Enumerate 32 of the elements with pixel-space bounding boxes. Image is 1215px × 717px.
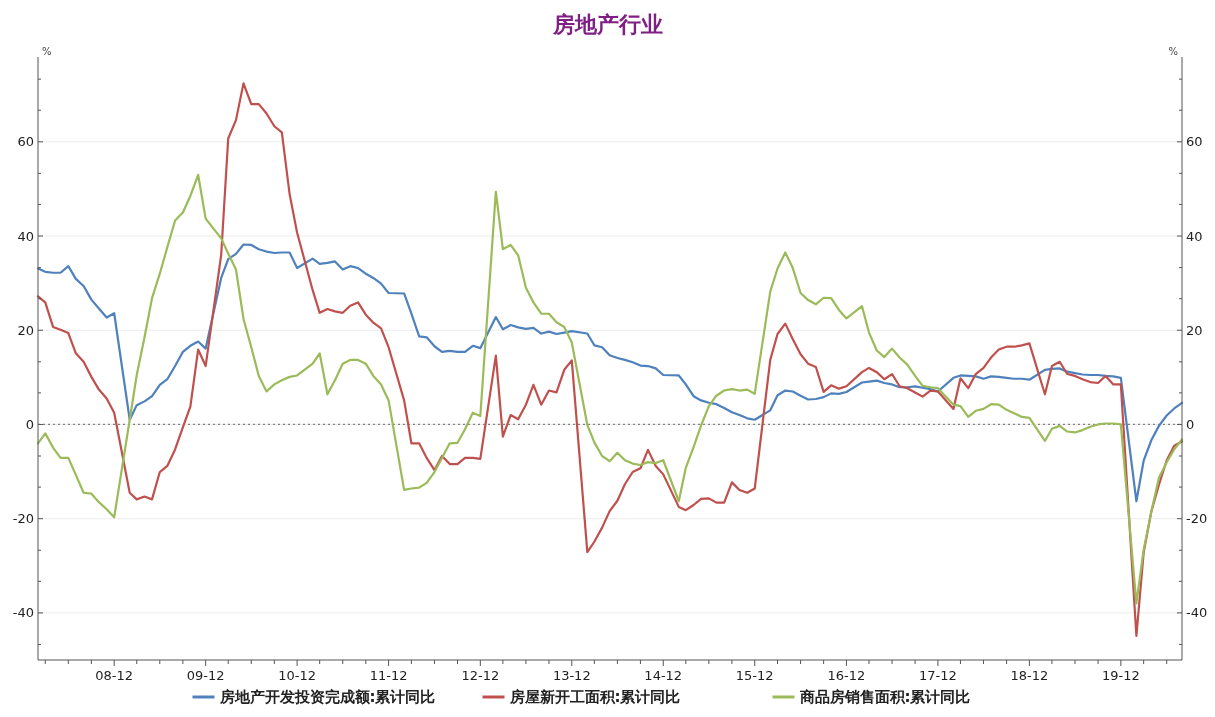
y2-tick-label: -40 [1186,605,1208,621]
x-tick-label: 12-12 [461,668,500,683]
x-tick-label: 19-12 [1101,668,1140,683]
y-tick-label: 60 [17,134,34,150]
y2-tick-label: 60 [1186,134,1203,150]
x-tick-label: 15-12 [735,668,774,683]
legend-label: 房地产开发投资完成额:累计同比 [218,688,436,707]
y-tick-label: 40 [17,228,34,244]
chart-title: 房地产行业 [551,12,663,37]
x-tick-label: 08-12 [95,668,134,683]
x-tick-label: 13-12 [552,668,591,683]
y-tick-label: 0 [25,417,34,432]
x-tick-label: 18-12 [1010,668,1049,683]
x-tick-label: 09-12 [186,668,225,683]
y2-tick-label: -20 [1186,511,1208,527]
y-tick-label: -40 [12,605,34,621]
legend-label: 房屋新开工面积:累计同比 [508,688,681,707]
y2-axis-title: % [1168,46,1178,57]
x-tick-label: 16-12 [827,668,866,683]
y2-tick-label: 20 [1186,322,1203,338]
x-tick-label: 10-12 [278,668,317,683]
y2-tick-label: 40 [1186,228,1203,244]
legend-label: 商品房销售面积:累计同比 [798,688,971,707]
line-series [36,243,1184,503]
x-tick-label: 11-12 [369,668,408,683]
x-tick-label: 14-12 [644,668,683,683]
line-series [36,173,1184,605]
y-tick-label: 20 [17,322,34,338]
y-tick-label: -20 [12,511,34,527]
y2-tick-label: 0 [1186,417,1195,432]
x-tick-label: 17-12 [919,668,957,683]
y-axis-title: % [42,46,52,57]
